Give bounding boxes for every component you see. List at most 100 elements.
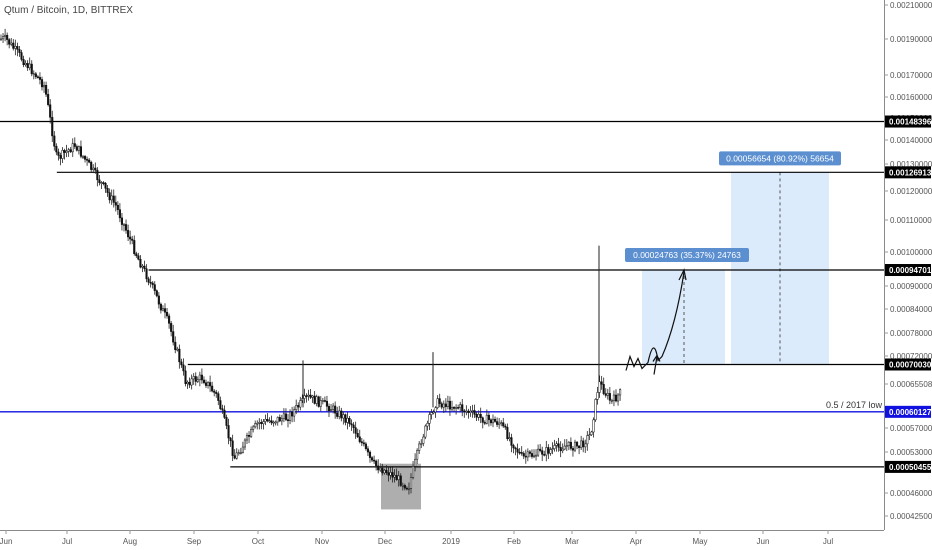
candle-body — [88, 159, 91, 163]
candle-body — [377, 465, 380, 471]
candle-body — [551, 448, 554, 450]
candle-body — [174, 341, 177, 351]
x-tick-label: Jun — [0, 537, 12, 546]
candle-body — [368, 451, 372, 458]
level-tag-label: 0.00050455 — [889, 463, 932, 472]
candle-body — [243, 439, 246, 448]
candle-body — [118, 209, 121, 219]
candle-body — [416, 450, 419, 460]
candle-body — [434, 407, 437, 413]
candle-body — [59, 155, 62, 159]
candle-body — [248, 435, 251, 437]
candle-body — [432, 411, 435, 414]
candle-body — [127, 230, 130, 238]
candle-body — [286, 419, 290, 422]
candle-body — [610, 399, 613, 402]
candle-body — [535, 454, 538, 457]
candle-body — [235, 452, 238, 459]
candle-body — [309, 394, 312, 398]
candle-body — [120, 217, 124, 225]
candle-body — [553, 445, 556, 449]
x-tick-label: Aug — [123, 537, 137, 546]
candle-body — [526, 451, 529, 458]
candle-body — [387, 472, 390, 476]
candle-body — [436, 398, 439, 408]
candle-body — [303, 395, 306, 399]
candle-body — [407, 488, 410, 490]
candle-body — [325, 400, 328, 407]
candle-body — [10, 42, 13, 45]
candle-body — [584, 443, 587, 448]
candle-body — [465, 410, 468, 413]
candle-body — [475, 414, 478, 418]
y-tick-label: 0.00042500 — [890, 512, 932, 521]
candle-body — [221, 408, 224, 411]
candle-body — [557, 443, 560, 448]
candle-body — [79, 146, 83, 157]
candle-body — [102, 182, 105, 184]
level-tag-label: 0.00126913 — [889, 168, 932, 177]
candle-body — [362, 442, 365, 445]
candle-body — [373, 459, 376, 462]
target1-label: 0.00024763 (35.37%) 24763 — [633, 250, 741, 260]
candle-body — [192, 376, 195, 380]
candle-body — [45, 85, 48, 95]
candle-body — [578, 445, 581, 449]
candle-body — [207, 382, 210, 386]
candle-body — [340, 410, 343, 419]
candle-body — [319, 400, 322, 407]
candle-body — [151, 282, 154, 285]
candle-body — [57, 151, 60, 156]
x-tick-label: Nov — [315, 537, 329, 546]
candle-body — [188, 381, 191, 386]
level-tag-label: 0.00094701 — [889, 266, 932, 275]
candle-body — [196, 379, 199, 382]
candle-body — [14, 46, 17, 49]
candle-body — [141, 265, 144, 268]
y-tick-label: 0.00057000 — [890, 424, 932, 433]
candle-body — [409, 477, 413, 489]
level-tag — [885, 358, 931, 371]
candle-body — [53, 135, 56, 147]
candle-body — [516, 448, 519, 453]
candle-body — [55, 145, 58, 153]
y-tick-label: 0.00046000 — [890, 489, 932, 498]
candle-body — [278, 417, 281, 422]
candle-body — [8, 39, 11, 45]
candle-body — [256, 422, 259, 425]
candle-body — [520, 452, 523, 454]
candle-body — [342, 414, 345, 419]
candle-body — [84, 156, 87, 160]
candle-body — [280, 418, 283, 422]
candle-body — [444, 403, 447, 407]
level-note: 0.5 / 2017 low — [826, 400, 883, 410]
candle-body — [512, 445, 515, 449]
candle-body — [32, 73, 35, 75]
candle-body — [530, 453, 534, 457]
candle-body — [215, 392, 218, 394]
candle-body — [617, 394, 620, 402]
x-tick-label: Sep — [187, 537, 202, 546]
candle-body — [455, 407, 458, 409]
candle-body — [229, 437, 232, 442]
candle-body — [49, 104, 52, 118]
candle-body — [86, 159, 89, 161]
candle-body — [26, 63, 29, 69]
candle-body — [592, 419, 595, 433]
candle-body — [348, 417, 351, 425]
projection-path — [625, 271, 685, 371]
candle-body — [168, 315, 171, 324]
candle-body — [262, 421, 265, 425]
candle-body — [30, 63, 33, 75]
candle-body — [473, 410, 476, 415]
level-tag — [885, 264, 931, 277]
candle-body — [317, 396, 320, 407]
candle-body — [0, 38, 3, 41]
candle-body — [582, 440, 585, 448]
candle-body — [588, 434, 591, 437]
candle-body — [12, 42, 15, 49]
candle-body — [356, 433, 359, 438]
y-tick-label: 0.00170000 — [890, 71, 932, 80]
candle-body — [268, 420, 271, 422]
